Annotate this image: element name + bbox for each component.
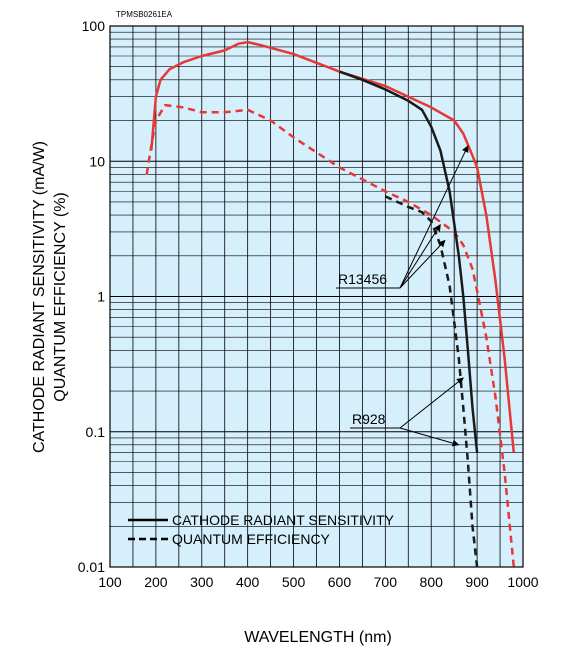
legend: CATHODE RADIANT SENSITIVITY QUANTUM EFFIC… xyxy=(128,512,395,547)
series-line-r928-sensitivity xyxy=(338,70,479,453)
x-tick-label: 400 xyxy=(236,574,260,590)
x-tick-label: 600 xyxy=(328,574,352,590)
y-tick-label: 1 xyxy=(97,289,105,305)
annotation-arrow xyxy=(399,427,460,447)
series-line-r13456-qe xyxy=(145,103,516,568)
annotation-label-r13456: R13456 xyxy=(338,271,387,287)
y-tick-label: 100 xyxy=(82,18,106,34)
legend-label: QUANTUM EFFICIENCY xyxy=(172,531,331,547)
annotation-arrow xyxy=(399,224,441,289)
y-tick-labels: 0.01 0.1 1 10 100 xyxy=(78,18,105,575)
x-axis-label: WAVELENGTH (nm) xyxy=(244,629,392,646)
x-tick-label: 700 xyxy=(374,574,398,590)
annotation-arrow xyxy=(399,145,469,289)
x-tick-label: 500 xyxy=(282,574,306,590)
x-tick-label: 800 xyxy=(420,574,444,590)
x-tick-label: 200 xyxy=(144,574,168,590)
y-axis-label-2: QUANTUM EFFICIENCY (%) xyxy=(52,192,69,401)
x-tick-label: 100 xyxy=(98,574,122,590)
annotation-arrow xyxy=(399,239,446,289)
annotation-arrow xyxy=(399,377,464,429)
x-tick-label: 1000 xyxy=(507,574,538,590)
y-tick-label: 10 xyxy=(89,153,105,169)
annotation-layer: R13456 R928 xyxy=(336,145,469,447)
figure-code: TPMSB0261EA xyxy=(116,10,173,19)
x-tick-labels: 100 200 300 400 500 600 700 800 900 1000 xyxy=(98,574,538,590)
legend-label: CATHODE RADIANT SENSITIVITY xyxy=(172,512,395,528)
x-tick-label: 300 xyxy=(190,574,214,590)
y-tick-label: 0.1 xyxy=(86,424,106,440)
y-tick-label: 0.01 xyxy=(78,559,105,575)
annotation-label-r928: R928 xyxy=(352,411,386,427)
series-layer xyxy=(145,40,516,568)
grid xyxy=(110,26,523,567)
x-tick-label: 900 xyxy=(465,574,489,590)
y-axis-label-1: CATHODE RADIANT SENSITIVITY (mA/W) xyxy=(31,141,48,453)
series-line-r928-qe xyxy=(384,195,479,568)
